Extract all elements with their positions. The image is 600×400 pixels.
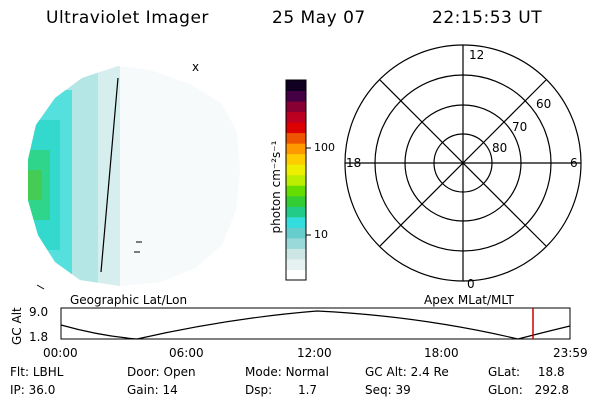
colorbar-segment — [286, 269, 306, 281]
status-flt: Flt: LBHL — [10, 365, 64, 379]
orbit-xtick: 12:00 — [297, 346, 332, 360]
status-glat: GLat: 18.8 — [488, 365, 565, 379]
terminator-line — [100, 77, 119, 273]
colorbar-segment — [286, 174, 306, 186]
colorbar-tick-100: 100 — [314, 141, 335, 154]
status-ip-value: 36.0 — [28, 383, 56, 397]
colorbar-segment — [286, 90, 306, 102]
orbit-xtick: 00:00 — [43, 346, 78, 360]
dayside-region — [100, 66, 240, 286]
status-mode: Mode: Normal — [245, 365, 329, 379]
date-label: 25 May 07 — [272, 8, 366, 28]
colorbar-segment — [286, 258, 306, 270]
orbit-xtick: 06:00 — [169, 346, 204, 360]
lat-80-label: 80 — [492, 141, 508, 155]
status-dsp-value: 1.7 — [297, 383, 318, 397]
colorbar-segment — [286, 80, 306, 92]
colorbar-segment — [286, 111, 306, 123]
status-glat-value: 18.8 — [537, 365, 565, 379]
orbit-plot-frame — [60, 307, 571, 340]
time-label: 22:15:53 UT — [432, 8, 543, 28]
lat-60-label: 60 — [536, 97, 552, 111]
status-seq: Seq: 39 — [365, 383, 411, 397]
altitude-curve — [60, 310, 571, 340]
status-door-value: Open — [163, 365, 196, 379]
colorbar-frame — [285, 79, 307, 281]
mlt-6-label: 6 — [570, 156, 578, 170]
mlt-18-label: 18 — [346, 156, 362, 170]
apex-projection-label: Apex MLat/MLT — [424, 293, 514, 307]
orbit-ytick-bottom: 1.8 — [29, 330, 49, 344]
status-mode-value: Normal — [285, 365, 329, 379]
colorbar-segment — [286, 153, 306, 165]
colorbar-segment — [286, 122, 306, 134]
status-gain-value: 14 — [162, 383, 178, 397]
lat-70-label: 70 — [512, 120, 528, 134]
colorbar-segment — [286, 164, 306, 176]
colorbar-segment — [286, 143, 306, 155]
status-ip: IP: 36.0 — [10, 383, 56, 397]
status-gcalt-value: 2.4 Re — [410, 365, 449, 379]
status-flt-value: LBHL — [32, 365, 64, 379]
polar-diagonal-2 — [379, 79, 547, 247]
status-gain: Gain: 14 — [127, 383, 178, 397]
colorbar-segment — [286, 132, 306, 144]
colorbar-segment — [286, 195, 306, 207]
mlt-12-label: 12 — [469, 48, 485, 62]
colorbar-segment — [286, 237, 306, 249]
orbit-ylabel: GC Alt — [10, 307, 24, 345]
mlt-0-label: 0 — [467, 277, 475, 291]
orbit-xtick: 23:59 — [553, 346, 588, 360]
status-dsp: Dsp: 1.7 — [245, 383, 318, 397]
colorbar-tick-10: 10 — [314, 228, 328, 241]
instrument-title: Ultraviolet Imager — [46, 8, 209, 28]
colorbar-segment — [286, 248, 306, 260]
colorbar-segment — [286, 227, 306, 239]
status-gcalt: GC Alt: 2.4 Re — [365, 365, 449, 379]
orbit-xtick: 18:00 — [424, 346, 459, 360]
orbit-ytick-top: 9.0 — [29, 305, 49, 319]
colorbar-segment — [286, 185, 306, 197]
status-glon: GLon: 292.8 — [488, 383, 569, 397]
colorbar-segment — [286, 101, 306, 113]
star-mark-icon: x — [192, 60, 199, 74]
status-seq-value: 39 — [395, 383, 411, 397]
geographic-projection-label: Geographic Lat/Lon — [70, 293, 188, 307]
colorbar-segment — [286, 206, 306, 218]
status-glon-value: 292.8 — [534, 383, 569, 397]
status-door: Door: Open — [127, 365, 196, 379]
colorbar-segment — [286, 216, 306, 228]
